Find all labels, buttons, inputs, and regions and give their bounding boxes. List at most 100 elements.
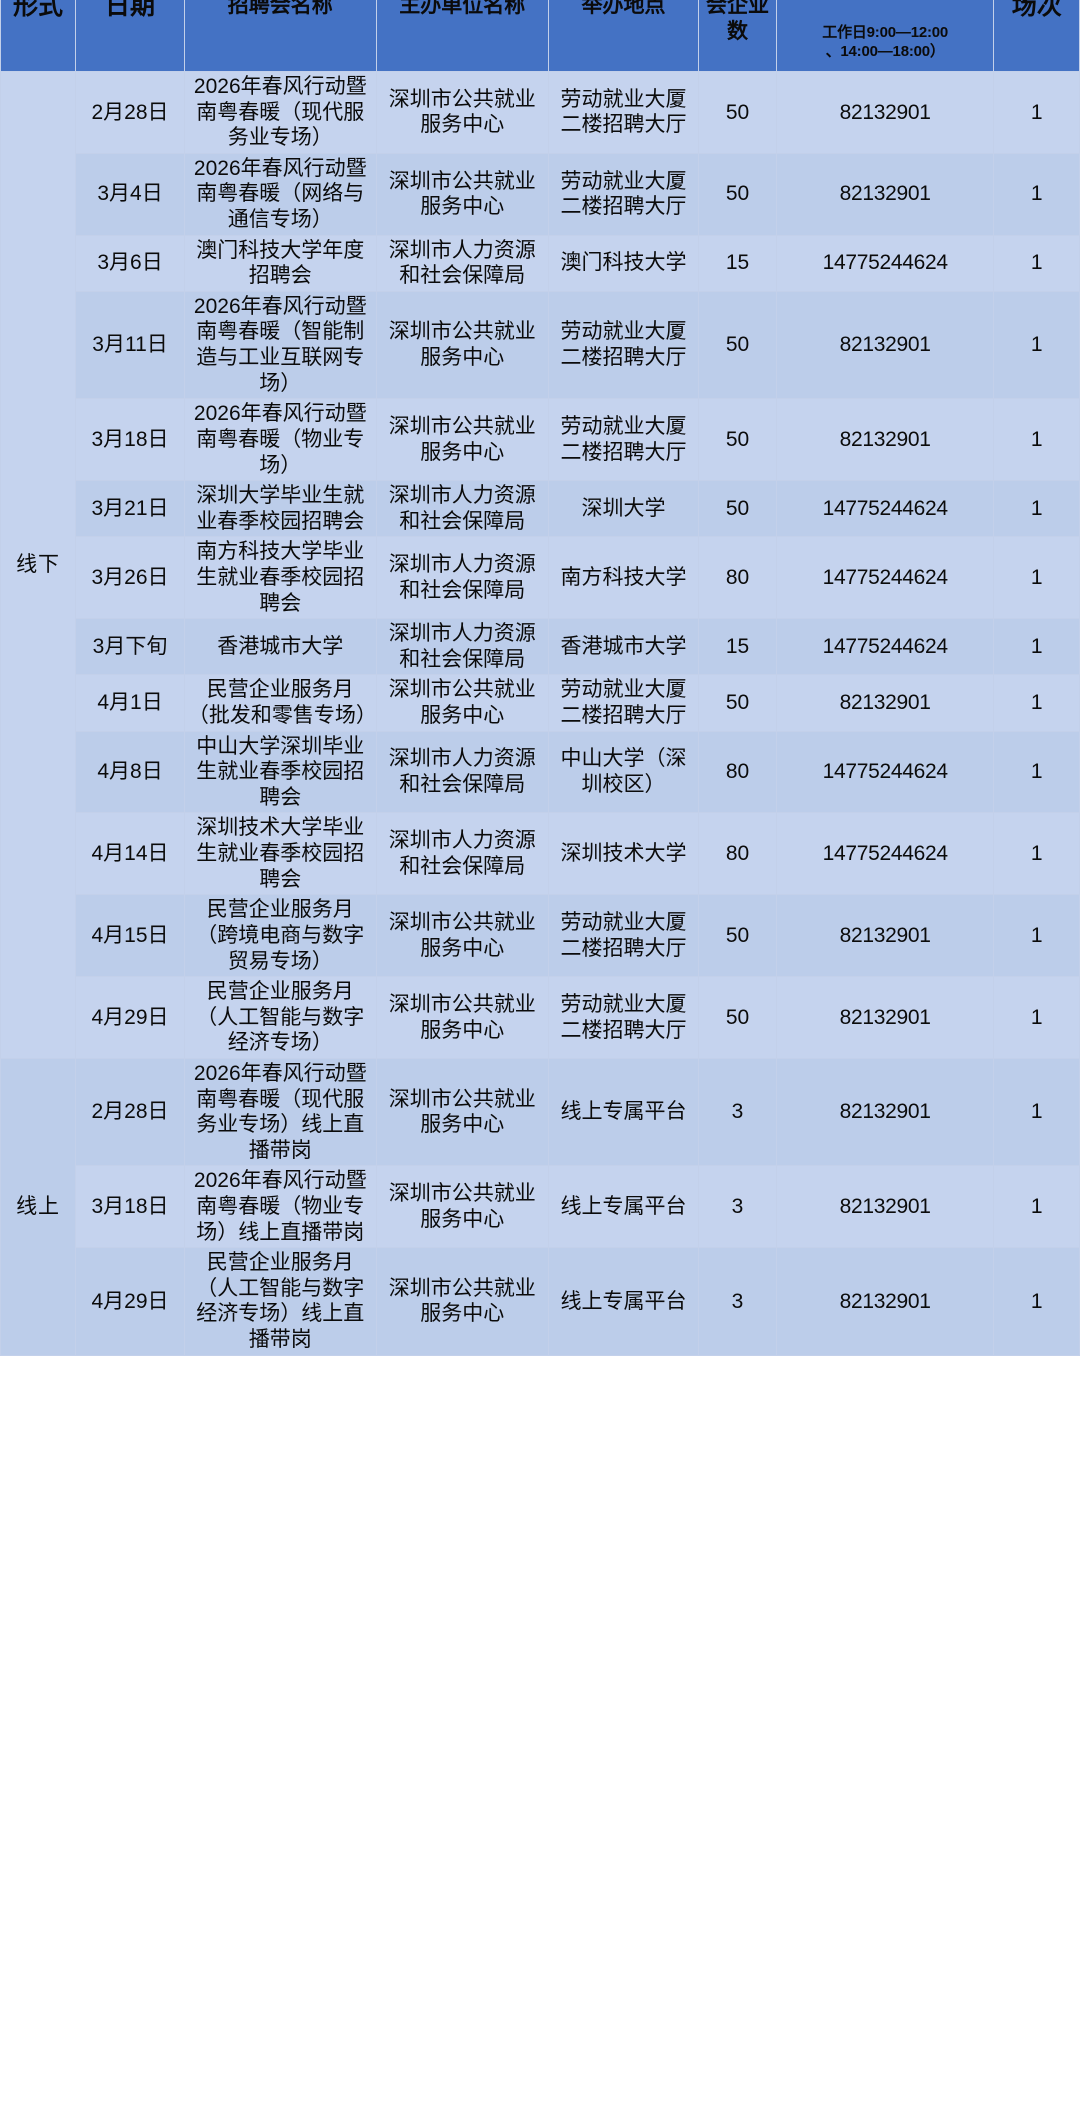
cell-company-count[interactable]: 50	[698, 71, 777, 154]
cell-venue[interactable]: 香港城市大学	[547, 618, 700, 676]
cell-organizer[interactable]: 深圳市人力资源和社会保障局	[375, 618, 549, 676]
cell-sessions[interactable]: 1	[993, 894, 1080, 978]
cell-organizer[interactable]: 深圳市公共就业服务中心	[375, 674, 549, 732]
cell-date[interactable]: 2月28日	[75, 1057, 185, 1167]
table-row[interactable]: 4月8日 中山大学深圳毕业生就业春季校园招聘会 深圳市人力资源和社会保障局 中山大学（…	[1, 730, 1080, 814]
cell-company-count[interactable]: 50	[698, 976, 777, 1059]
cell-telephone[interactable]: 82132901	[775, 1247, 995, 1356]
header-venue[interactable]: 举办地点	[547, 0, 700, 72]
cell-date[interactable]: 2月28日	[75, 71, 185, 154]
cell-sessions[interactable]: 1	[993, 618, 1080, 676]
cell-fair-name[interactable]: 深圳技术大学毕业生就业春季校园招聘会	[183, 812, 377, 896]
cell-fair-name[interactable]: 深圳大学毕业生就业春季校园招聘会	[183, 480, 377, 538]
cell-telephone[interactable]: 82132901	[775, 674, 995, 732]
cell-fair-name[interactable]: 2026年春风行动暨南粤春暖（物业专场）线上直播带岗	[183, 1165, 377, 1249]
cell-organizer[interactable]: 深圳市公共就业服务中心	[375, 290, 549, 400]
cell-venue[interactable]: 劳动就业大厦二楼招聘大厅	[547, 894, 700, 978]
cell-company-count[interactable]: 80	[698, 730, 777, 814]
table-row[interactable]: 3月4日 2026年春风行动暨南粤春暖（网络与通信专场） 深圳市公共就业服务中心 劳动…	[1, 152, 1080, 236]
cell-organizer[interactable]: 深圳市人力资源和社会保障局	[375, 730, 549, 814]
cell-sessions[interactable]: 1	[993, 152, 1080, 236]
cell-telephone[interactable]: 82132901	[775, 1165, 995, 1249]
cell-fair-name[interactable]: 民营企业服务月（批发和零售专场）	[183, 674, 377, 732]
cell-company-count[interactable]: 80	[698, 536, 777, 620]
cell-date[interactable]: 3月26日	[75, 536, 185, 620]
cell-telephone[interactable]: 14775244624	[775, 618, 995, 676]
cell-venue[interactable]: 澳门科技大学	[547, 234, 700, 292]
cell-sessions[interactable]: 1	[993, 480, 1080, 538]
cell-date[interactable]: 3月18日	[75, 398, 185, 482]
cell-sessions[interactable]: 1	[993, 1165, 1080, 1249]
cell-venue[interactable]: 线上专属平台	[547, 1247, 700, 1356]
cell-date[interactable]: 4月14日	[75, 812, 185, 896]
cell-company-count[interactable]: 50	[698, 894, 777, 978]
cell-company-count[interactable]: 80	[698, 812, 777, 896]
cell-date[interactable]: 3月11日	[75, 290, 185, 400]
cell-venue[interactable]: 深圳技术大学	[547, 812, 700, 896]
cell-fair-name[interactable]: 民营企业服务月（人工智能与数字经济专场）	[183, 976, 377, 1059]
cell-fair-name[interactable]: 民营企业服务月（跨境电商与数字贸易专场）	[183, 894, 377, 978]
cell-sessions[interactable]: 1	[993, 536, 1080, 620]
header-organizer[interactable]: 主办单位名称	[375, 0, 549, 72]
cell-company-count[interactable]: 50	[698, 480, 777, 538]
cell-sessions[interactable]: 1	[993, 812, 1080, 896]
cell-organizer[interactable]: 深圳市人力资源和社会保障局	[375, 480, 549, 538]
table-row[interactable]: 3月下旬 香港城市大学 深圳市人力资源和社会保障局 香港城市大学 15 147752446…	[1, 618, 1080, 676]
cell-venue[interactable]: 线上专属平台	[547, 1165, 700, 1249]
cell-organizer[interactable]: 深圳市公共就业服务中心	[375, 398, 549, 482]
header-telephone[interactable]: 工作日9:00—12:00 、14:00—18:00）	[775, 0, 995, 72]
cell-fair-name[interactable]: 香港城市大学	[183, 618, 377, 676]
table-row[interactable]: 4月15日 民营企业服务月（跨境电商与数字贸易专场） 深圳市公共就业服务中心 劳动就业…	[1, 894, 1080, 978]
cell-organizer[interactable]: 深圳市公共就业服务中心	[375, 1247, 549, 1356]
cell-organizer[interactable]: 深圳市公共就业服务中心	[375, 1165, 549, 1249]
cell-mode-offline[interactable]: 线下	[0, 71, 77, 1059]
cell-company-count[interactable]: 15	[698, 618, 777, 676]
cell-organizer[interactable]: 深圳市公共就业服务中心	[375, 976, 549, 1059]
header-company-count[interactable]: 预计 会企业 数	[698, 0, 777, 72]
table-row[interactable]: 4月14日 深圳技术大学毕业生就业春季校园招聘会 深圳市人力资源和社会保障局 深圳技术…	[1, 812, 1080, 896]
header-fair-name[interactable]: 招聘会名称	[183, 0, 377, 72]
cell-telephone[interactable]: 14775244624	[775, 730, 995, 814]
cell-telephone[interactable]: 14775244624	[775, 480, 995, 538]
cell-fair-name[interactable]: 澳门科技大学年度招聘会	[183, 234, 377, 292]
cell-organizer[interactable]: 深圳市人力资源和社会保障局	[375, 234, 549, 292]
cell-fair-name[interactable]: 中山大学深圳毕业生就业春季校园招聘会	[183, 730, 377, 814]
cell-fair-name[interactable]: 2026年春风行动暨南粤春暖（现代服务业专场）线上直播带岗	[183, 1057, 377, 1167]
cell-telephone[interactable]: 82132901	[775, 152, 995, 236]
cell-organizer[interactable]: 深圳市公共就业服务中心	[375, 894, 549, 978]
cell-fair-name[interactable]: 2026年春风行动暨南粤春暖（物业专场）	[183, 398, 377, 482]
cell-telephone[interactable]: 14775244624	[775, 234, 995, 292]
table-row[interactable]: 3月11日 2026年春风行动暨南粤春暖（智能制造与工业互联网专场） 深圳市公共就业…	[1, 290, 1080, 400]
cell-company-count[interactable]: 50	[698, 290, 777, 400]
cell-venue[interactable]: 南方科技大学	[547, 536, 700, 620]
cell-company-count[interactable]: 3	[698, 1057, 777, 1167]
cell-venue[interactable]: 劳动就业大厦二楼招聘大厅	[547, 152, 700, 236]
cell-venue[interactable]: 线上专属平台	[547, 1057, 700, 1167]
cell-telephone[interactable]: 82132901	[775, 71, 995, 154]
cell-company-count[interactable]: 50	[698, 674, 777, 732]
cell-telephone[interactable]: 82132901	[775, 894, 995, 978]
table-row[interactable]: 3月6日 澳门科技大学年度招聘会 深圳市人力资源和社会保障局 澳门科技大学 15 1477…	[1, 234, 1080, 292]
table-row[interactable]: 3月26日 南方科技大学毕业生就业春季校园招聘会 深圳市人力资源和社会保障局 南方科技…	[1, 536, 1080, 620]
cell-date[interactable]: 4月8日	[75, 730, 185, 814]
cell-telephone[interactable]: 82132901	[775, 398, 995, 482]
cell-telephone[interactable]: 14775244624	[775, 536, 995, 620]
cell-fair-name[interactable]: 民营企业服务月（人工智能与数字经济专场）线上直播带岗	[183, 1247, 377, 1356]
header-sessions[interactable]: 场次	[993, 0, 1080, 72]
cell-organizer[interactable]: 深圳市公共就业服务中心	[375, 1057, 549, 1167]
cell-sessions[interactable]: 1	[993, 674, 1080, 732]
cell-telephone[interactable]: 82132901	[775, 1057, 995, 1167]
cell-date[interactable]: 4月1日	[75, 674, 185, 732]
cell-venue[interactable]: 劳动就业大厦二楼招聘大厅	[547, 398, 700, 482]
cell-venue[interactable]: 劳动就业大厦二楼招聘大厅	[547, 674, 700, 732]
cell-organizer[interactable]: 深圳市人力资源和社会保障局	[375, 536, 549, 620]
cell-organizer[interactable]: 深圳市人力资源和社会保障局	[375, 812, 549, 896]
cell-company-count[interactable]: 3	[698, 1247, 777, 1356]
cell-mode-online[interactable]: 线上	[0, 1057, 77, 1356]
cell-sessions[interactable]: 1	[993, 976, 1080, 1059]
cell-venue[interactable]: 劳动就业大厦二楼招聘大厅	[547, 976, 700, 1059]
header-date[interactable]: 日期	[75, 0, 185, 72]
cell-company-count[interactable]: 3	[698, 1165, 777, 1249]
cell-sessions[interactable]: 1	[993, 398, 1080, 482]
cell-venue[interactable]: 劳动就业大厦二楼招聘大厅	[547, 71, 700, 154]
